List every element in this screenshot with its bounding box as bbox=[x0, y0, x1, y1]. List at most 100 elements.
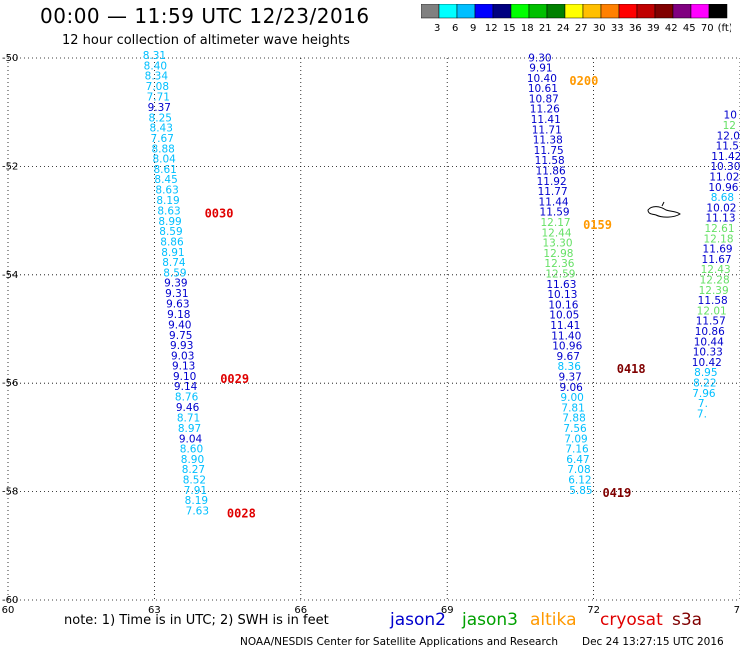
wave-height-value: 8.59 bbox=[163, 267, 186, 279]
wave-height-value: 9.91 bbox=[529, 63, 552, 75]
wave-height-value: 9.63 bbox=[166, 298, 189, 310]
wave-height-value: 11.44 bbox=[539, 196, 569, 208]
wave-height-value: 10.05 bbox=[549, 310, 579, 322]
lat-tick-label: -54 bbox=[2, 270, 18, 281]
time-label: 0418 bbox=[617, 362, 646, 376]
wave-height-value: 7.16 bbox=[565, 444, 589, 456]
scale-tick-label: 42 bbox=[665, 23, 678, 34]
wave-height-value: 11.77 bbox=[538, 186, 568, 198]
wave-height-value: 11.5 bbox=[716, 141, 739, 153]
wave-height-value: 8.99 bbox=[158, 216, 181, 228]
scale-tick-label: 45 bbox=[683, 23, 696, 34]
wave-height-value: 11.59 bbox=[540, 207, 570, 219]
scale-tick-label: 39 bbox=[647, 23, 660, 34]
wave-height-value: 9.39 bbox=[164, 278, 187, 290]
wave-height-value: 12.01 bbox=[697, 305, 727, 317]
scale-tick-label: 9 bbox=[470, 23, 476, 34]
wave-height-value: 8.76 bbox=[175, 392, 199, 404]
wave-height-value: 8.88 bbox=[151, 143, 174, 155]
wave-height-value: 8.19 bbox=[156, 195, 179, 207]
wave-height-value: 7. bbox=[697, 408, 707, 420]
wave-height-value: 7.56 bbox=[563, 423, 587, 435]
lon-tick-label: 75 bbox=[734, 605, 740, 616]
page-title: 00:00 — 11:59 UTC 12/23/2016 bbox=[40, 4, 370, 28]
wave-height-value: 11.38 bbox=[533, 135, 563, 147]
wave-height-value: 8.60 bbox=[180, 444, 203, 456]
scale-tick-label: 3 bbox=[434, 23, 440, 34]
scale-tick-label: 21 bbox=[539, 23, 552, 34]
scale-tick-label: (ft) bbox=[718, 23, 731, 34]
wave-height-value: 9.18 bbox=[167, 309, 190, 321]
wave-height-value: 8.59 bbox=[159, 226, 182, 238]
lat-tick-label: -56 bbox=[2, 378, 18, 389]
wave-height-value: 12.98 bbox=[543, 248, 573, 260]
lon-tick-label: 63 bbox=[148, 605, 161, 616]
wave-height-value: 8.45 bbox=[154, 174, 177, 186]
scale-tick-label: 36 bbox=[629, 23, 642, 34]
wave-height-value: 9.75 bbox=[169, 330, 192, 342]
wave-height-value: 10.42 bbox=[692, 357, 722, 369]
wave-height-value: 12 bbox=[723, 120, 736, 132]
scale-swatch bbox=[708, 4, 728, 19]
wave-height-value: 6.47 bbox=[566, 454, 589, 466]
lon-tick-label: 69 bbox=[441, 605, 454, 616]
lon-tick-label: 72 bbox=[587, 605, 600, 616]
lon-tick-label: 60 bbox=[2, 605, 15, 616]
wave-height-value: 9.10 bbox=[173, 371, 196, 383]
wave-height-value: 11.58 bbox=[698, 295, 728, 307]
wave-height-value: 10.02 bbox=[706, 202, 736, 214]
wave-height-value: 8.31 bbox=[143, 50, 166, 62]
time-label: 0028 bbox=[227, 506, 256, 520]
island-outline-detail bbox=[661, 201, 665, 207]
wave-height-value: 8.91 bbox=[161, 247, 184, 259]
wave-height-value: 9.13 bbox=[172, 361, 195, 373]
lat-tick-label: -52 bbox=[2, 161, 18, 172]
wave-height-value: 8.36 bbox=[558, 361, 582, 373]
wave-height-value: 11.13 bbox=[705, 213, 735, 225]
wave-height-value: 11.58 bbox=[535, 155, 565, 167]
lat-tick-label: -60 bbox=[2, 595, 18, 606]
wave-height-value: 9.06 bbox=[559, 382, 583, 394]
wave-height-value: 12.44 bbox=[541, 227, 571, 239]
wave-height-value: 8.43 bbox=[150, 123, 173, 135]
wave-height-value: 9.67 bbox=[557, 351, 580, 363]
satellite-s3a-label: s3a bbox=[672, 610, 703, 630]
wave-height-value: 12.39 bbox=[699, 285, 729, 297]
wave-height-value: 8.68 bbox=[711, 192, 734, 204]
scale-tick-label: 70 bbox=[701, 23, 714, 34]
time-label: 0200 bbox=[569, 74, 598, 88]
wave-height-value: 10.96 bbox=[708, 182, 738, 194]
lat-tick-label: -50 bbox=[2, 53, 18, 64]
wave-height-value: 8.25 bbox=[149, 112, 172, 124]
wave-height-value: 11.02 bbox=[709, 171, 739, 183]
wave-height-value: 12.43 bbox=[701, 264, 731, 276]
wave-height-value: 9.14 bbox=[174, 381, 198, 393]
time-label: 0419 bbox=[602, 486, 631, 500]
wave-height-value: 12.28 bbox=[700, 274, 730, 286]
wave-height-value: 8.63 bbox=[157, 206, 180, 218]
satellite-jason2-label: jason2 bbox=[390, 610, 446, 630]
wave-height-value: 11.69 bbox=[703, 244, 733, 256]
wave-height-value: 10.44 bbox=[694, 336, 724, 348]
wave-height-value: 12.61 bbox=[704, 223, 734, 235]
wave-height-value: 7. bbox=[698, 398, 708, 410]
credit-text: NOAA/NESDIS Center for Satellite Applica… bbox=[240, 636, 558, 648]
wave-height-value: 7.81 bbox=[561, 402, 584, 414]
wave-height-value: 8.63 bbox=[155, 185, 178, 197]
wave-height-value: 12.18 bbox=[703, 233, 733, 245]
wave-height-value: 7.88 bbox=[562, 413, 585, 425]
lat-tick-label: -58 bbox=[2, 487, 18, 498]
wave-height-value: 11.86 bbox=[536, 166, 566, 178]
scale-tick-label: 15 bbox=[503, 23, 516, 34]
wave-height-value: 10.30 bbox=[710, 161, 740, 173]
wave-height-value: 9.40 bbox=[168, 319, 191, 331]
wave-height-value: 9.04 bbox=[179, 433, 203, 445]
note-row: note: 1) Time is in UTC; 2) SWH is in fe… bbox=[0, 610, 740, 630]
scale-tick-label: 18 bbox=[521, 23, 534, 34]
wave-height-value: 10.86 bbox=[695, 326, 725, 338]
wave-height-value: 8.71 bbox=[177, 413, 200, 425]
wave-height-value: 7.63 bbox=[186, 505, 209, 517]
wave-height-value: 7.96 bbox=[692, 388, 716, 400]
